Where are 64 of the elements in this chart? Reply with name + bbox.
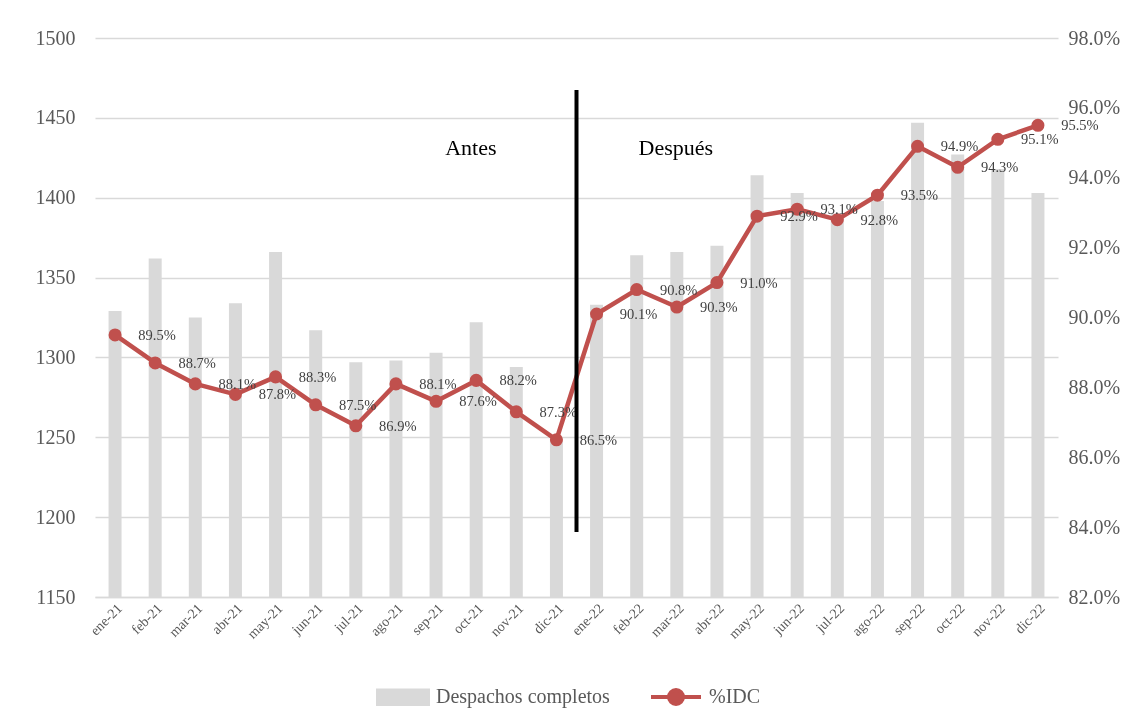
y-tick-label: 1500 [35,26,76,49]
y-tick-label: 1150 [36,585,76,608]
data-label: 89.5% [138,326,176,343]
data-label: 95.5% [1061,117,1099,134]
y2-tick-label: 84.0% [1068,515,1121,538]
y2-tick-label: 96.0% [1068,96,1121,119]
point [911,139,925,153]
data-label: 88.1% [218,375,257,392]
data-label: 86.9% [379,417,417,434]
point [349,419,363,433]
data-label: 93.5% [900,187,939,204]
y2-tick-label: 98.0% [1068,26,1121,49]
data-label: 90.8% [659,281,698,298]
y2-tick-label: 88.0% [1068,375,1121,398]
data-label: 92.8% [860,211,899,228]
data-label: 91.0% [740,274,778,291]
point [509,405,523,419]
data-label: 88.1% [419,375,457,392]
y2-tick-label: 90.0% [1068,306,1121,328]
point [389,377,403,391]
y2-tick-label: 92.0% [1068,236,1121,259]
point [830,213,844,227]
y-tick-label: 1300 [35,345,76,368]
point [590,307,604,321]
point [188,377,202,391]
y-tick-label: 1400 [35,186,76,209]
y-tick-label: 1250 [35,425,76,448]
point [870,188,884,202]
data-label: 87.6% [459,393,497,410]
y-tick-label: 1450 [35,106,76,129]
point [549,433,563,447]
y2-tick-label: 94.0% [1068,166,1121,189]
data-label: 88.2% [499,372,537,389]
point [269,370,283,384]
annotation: Antes [445,135,497,160]
data-label: 90.1% [619,306,658,323]
legend-label: Despachos completos [436,685,611,709]
point [148,356,162,370]
point [469,373,483,387]
point [670,300,684,314]
y2-tick-label: 82.0% [1068,585,1121,608]
data-label: 90.3% [700,299,738,316]
data-label: 94.3% [980,159,1019,176]
y2-tick-label: 86.0% [1068,445,1121,468]
data-label: 88.3% [298,368,337,385]
data-label: 86.5% [579,431,618,448]
point [1031,118,1045,132]
annotation: Después [638,135,714,160]
data-label: 94.9% [940,138,979,155]
y-tick-label: 1200 [35,505,76,528]
point [710,276,724,290]
point [951,160,965,174]
point [108,328,122,342]
data-label: 87.8% [258,386,297,403]
data-label: 87.5% [338,396,377,413]
point [630,283,644,297]
y-tick-label: 1350 [35,266,76,289]
legend-label: %IDC [709,685,761,707]
point [309,398,323,412]
data-label: 88.7% [178,354,216,371]
data-label: 95.1% [1021,131,1059,148]
point [429,394,443,408]
point [750,209,764,223]
point [991,132,1005,146]
